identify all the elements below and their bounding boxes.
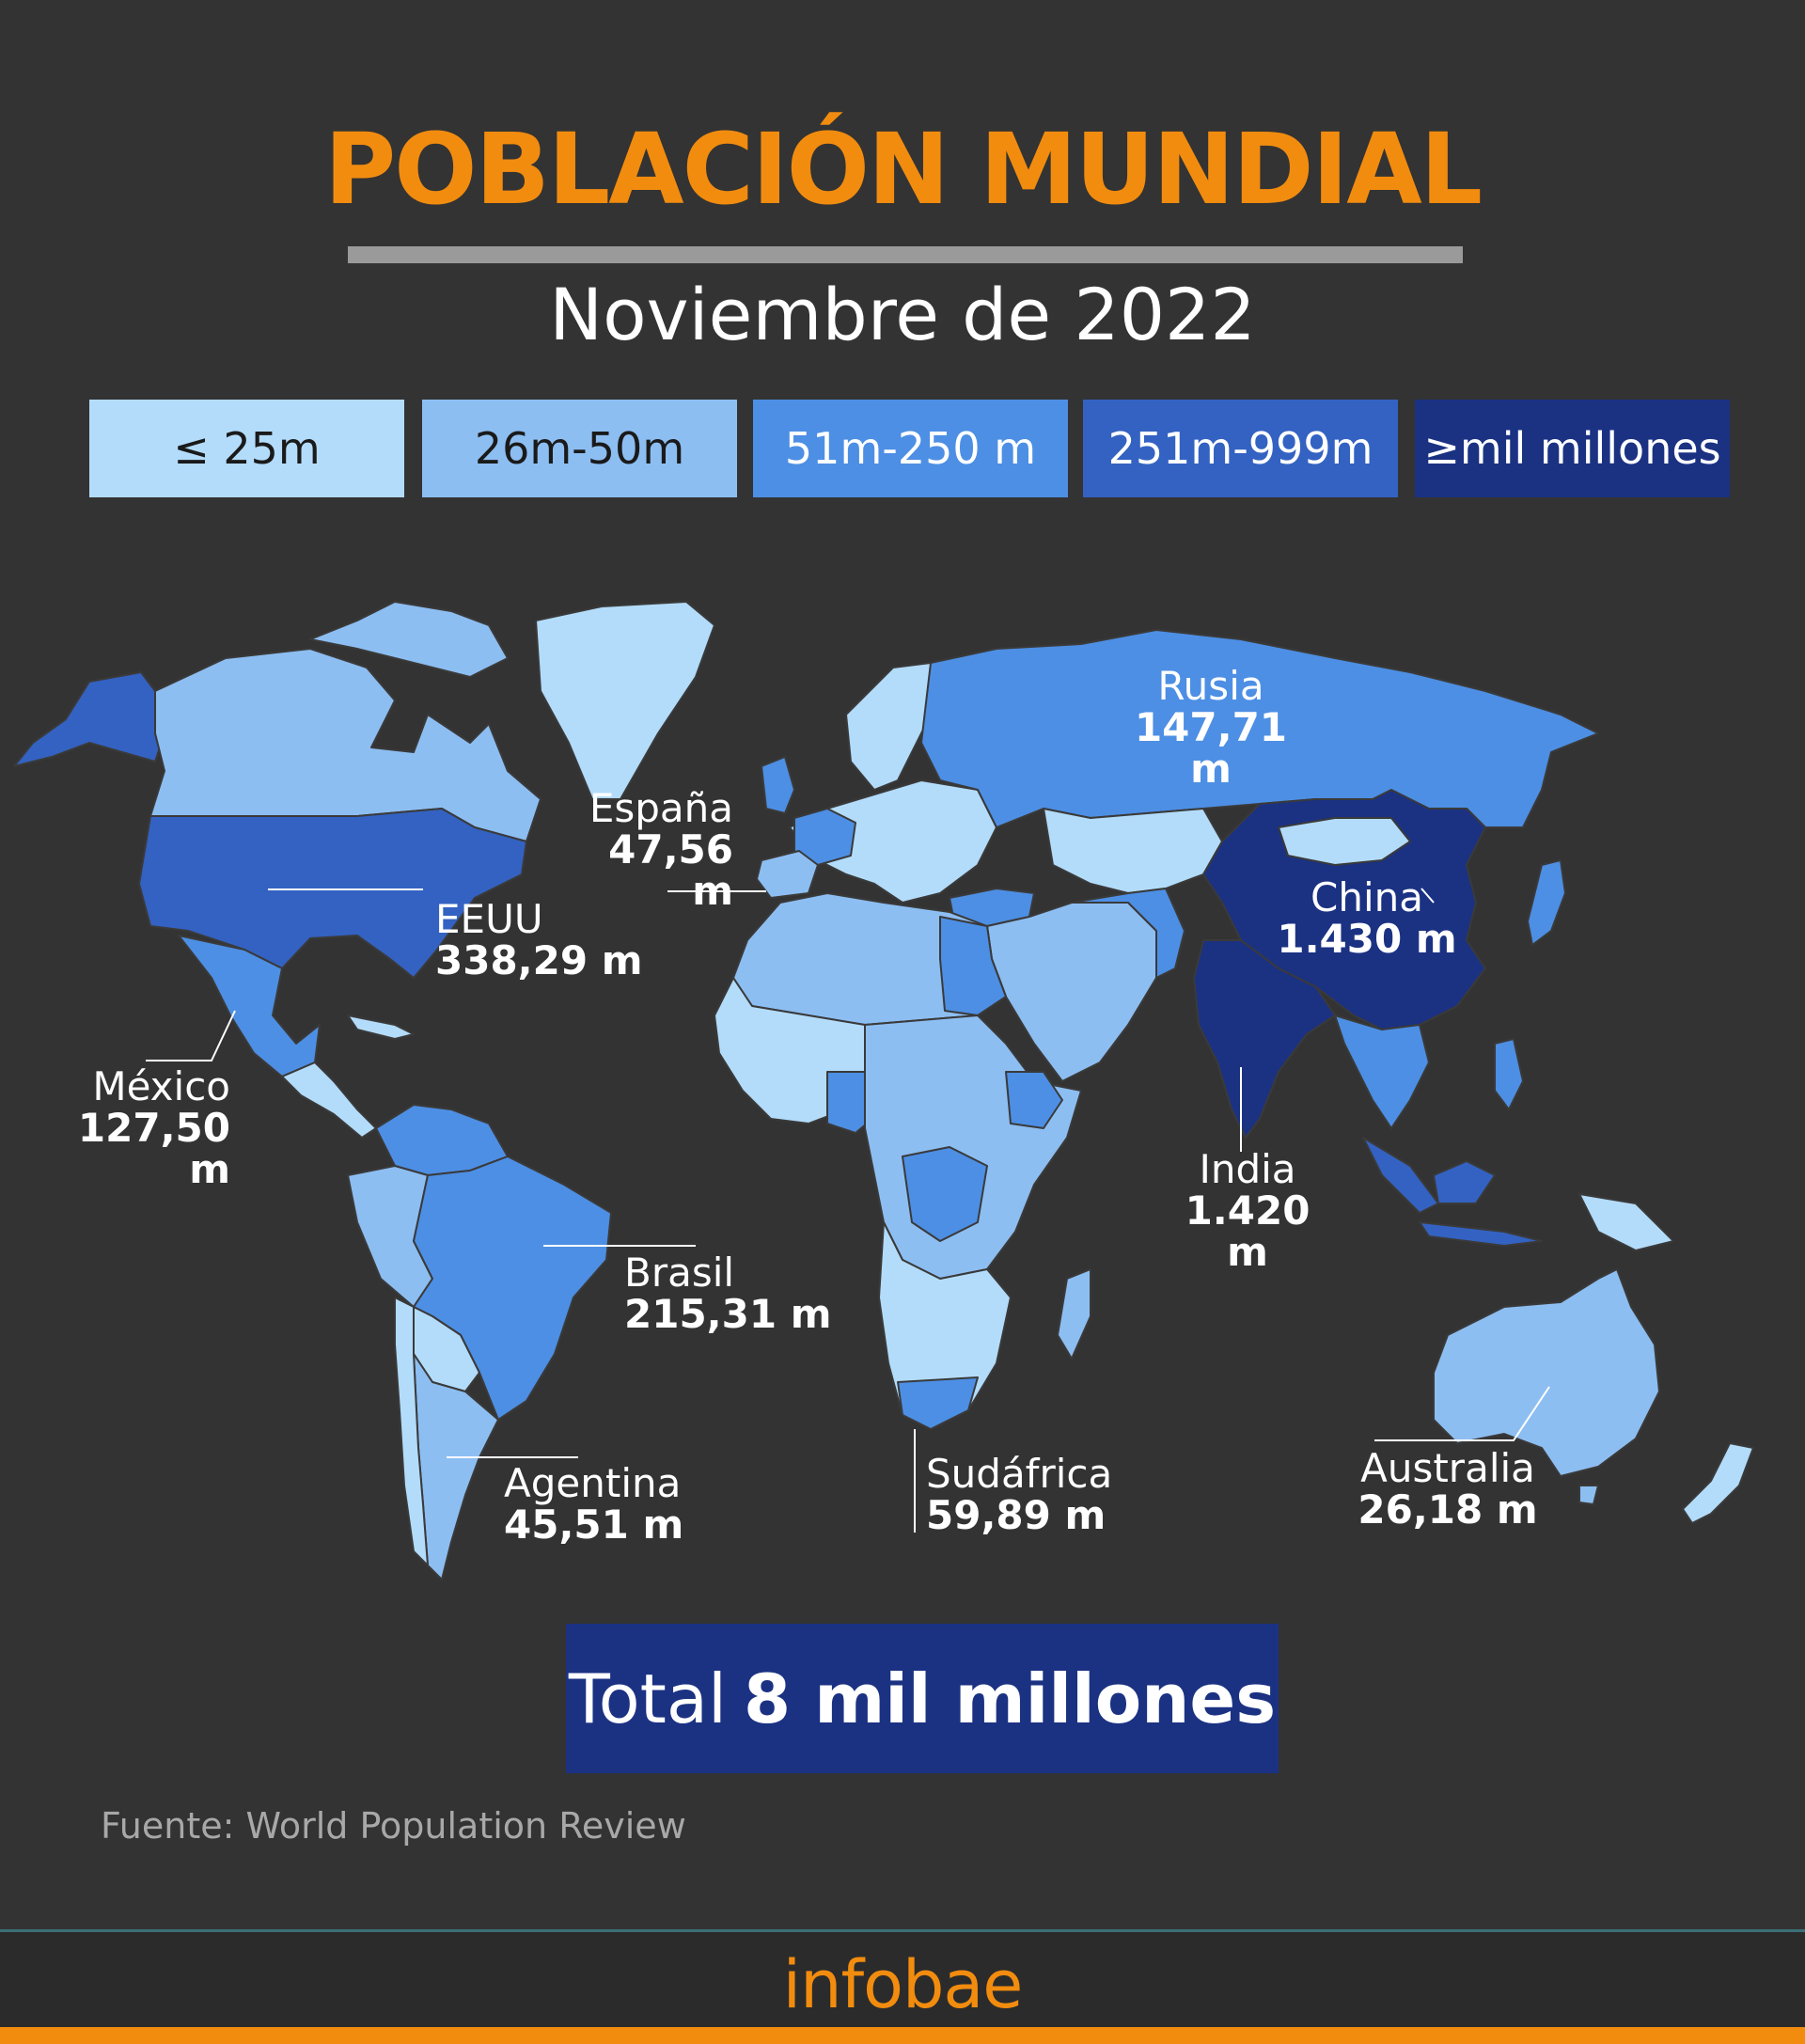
label-china: China 1.430 m [1273, 874, 1461, 963]
footer [0, 1932, 1805, 2027]
label-mexico-name: México [92, 1063, 230, 1109]
legend-label-tier5: ≥mil millones [1423, 423, 1721, 474]
country-chile [394, 1297, 429, 1566]
country-new-zealand [1682, 1442, 1754, 1524]
label-brazil-value: 215,31 m [624, 1291, 832, 1338]
label-russia-name: Rusia [1157, 663, 1264, 709]
label-china-name: China [1311, 874, 1423, 920]
legend-item-tier3: 51m-250 m [753, 400, 1068, 497]
source-note: Fuente: World Population Review [101, 1805, 686, 1847]
label-argentina-value: 45,51 m [504, 1502, 684, 1549]
country-dr-congo [902, 1146, 988, 1242]
country-brazil [413, 1156, 612, 1421]
country-mexico [178, 935, 321, 1077]
label-usa: EEUU 338,29 m [435, 896, 643, 984]
legend-label-tier2: 26m-50m [474, 423, 685, 474]
legend-item-tier5: ≥mil millones [1415, 400, 1730, 497]
region-southeast-asia [1334, 1014, 1430, 1129]
label-spain-value: 47,56 m [608, 826, 733, 915]
total-banner: Total 8 mil millones [566, 1624, 1279, 1773]
label-argentina: Agentina 45,51 m [504, 1460, 684, 1549]
region-new-guinea [1578, 1193, 1674, 1251]
label-australia: Australia 26,18 m [1354, 1445, 1542, 1533]
title-divider [348, 246, 1463, 263]
label-india-name: India [1199, 1146, 1296, 1192]
country-japan [1527, 859, 1566, 946]
label-spain: España 47,56 m [562, 785, 733, 915]
country-indonesia [1362, 1137, 1543, 1247]
country-ethiopia [1005, 1071, 1063, 1129]
label-australia-name: Australia [1360, 1445, 1535, 1491]
label-mexico-value: 127,50 m [77, 1105, 230, 1193]
legend-item-tier1: ≤ 25m [89, 400, 404, 497]
legend-item-tier4: 251m-999m [1083, 400, 1398, 497]
country-australia [1433, 1268, 1660, 1477]
region-scandinavia [845, 662, 941, 791]
label-south-africa-name: Sudáfrica [926, 1451, 1113, 1497]
label-usa-value: 338,29 m [435, 937, 643, 984]
footer-divider [0, 1929, 1805, 1932]
label-brazil-name: Brasil [624, 1250, 735, 1296]
country-usa [138, 808, 527, 979]
brand-logo: infobae [782, 1946, 1024, 2023]
legend-label-tier3: 51m-250 m [784, 423, 1037, 474]
region-central-america [281, 1061, 377, 1139]
region-caribbean [347, 1014, 415, 1040]
total-prefix: Total [568, 1659, 728, 1738]
label-china-value: 1.430 m [1277, 916, 1457, 963]
label-australia-value: 26,18 m [1358, 1486, 1538, 1533]
region-alaska [13, 671, 165, 767]
region-western-europe [793, 808, 856, 866]
world-map [13, 601, 1754, 1580]
label-india: India 1.420 m [1158, 1146, 1337, 1276]
region-uk [761, 756, 795, 814]
label-russia-value: 147,71 m [1134, 704, 1288, 793]
label-spain-name: España [589, 785, 733, 831]
country-iran [1071, 888, 1185, 979]
bottom-accent-bar [0, 2027, 1805, 2044]
country-south-africa [897, 1376, 979, 1430]
country-spain [756, 850, 819, 899]
leader-line-china [1420, 888, 1435, 904]
leader-line-australia [1374, 1386, 1550, 1441]
label-argentina-name: Agentina [504, 1460, 682, 1506]
label-india-value: 1.420 m [1185, 1187, 1311, 1276]
country-mongolia [1278, 817, 1411, 866]
label-mexico: México 127,50 m [38, 1063, 230, 1193]
country-philippines [1494, 1038, 1524, 1110]
region-central-asia [1043, 808, 1223, 894]
label-brazil: Brasil 215,31 m [624, 1250, 832, 1338]
page-subtitle: Noviembre de 2022 [549, 273, 1256, 356]
label-south-africa: Sudáfrica 59,89 m [926, 1451, 1113, 1539]
country-madagascar [1057, 1268, 1091, 1360]
total-value: 8 mil millones [744, 1659, 1277, 1738]
label-usa-name: EEUU [435, 896, 543, 942]
country-greenland [535, 601, 715, 800]
leader-line-mexico [146, 1010, 236, 1061]
country-canada [149, 648, 542, 842]
label-russia: Rusia 147,71 m [1107, 663, 1314, 793]
legend-label-tier1: ≤ 25m [173, 423, 321, 474]
legend-label-tier4: 251m-999m [1107, 423, 1373, 474]
label-south-africa-value: 59,89 m [926, 1492, 1107, 1539]
country-egypt [939, 916, 1007, 1016]
country-india [1193, 939, 1336, 1139]
region-arctic-islands [309, 601, 509, 678]
legend-item-tier2: 26m-50m [422, 400, 737, 497]
region-europe [789, 779, 997, 904]
page-title: POBLACIÓN MUNDIAL [323, 112, 1483, 227]
region-tasmania [1578, 1485, 1599, 1505]
